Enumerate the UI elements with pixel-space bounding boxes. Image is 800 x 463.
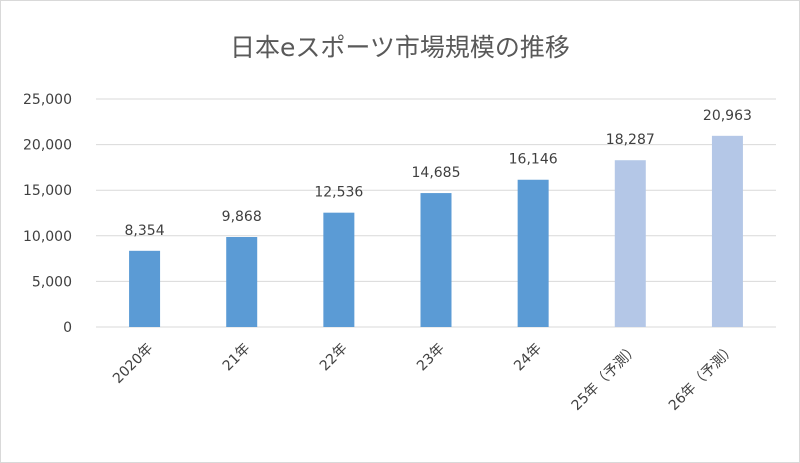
bar [614,160,646,327]
x-tick-label: 22年 [317,341,351,375]
data-label: 20,963 [703,108,752,124]
x-axis-ticks: 2020年 21年 22年 23年 24年 25年（予測） 26年（予測） [110,341,739,414]
x-tick-label: 2020年 [110,341,156,387]
bar [711,135,743,327]
data-label: 18,287 [606,132,655,148]
bar [323,212,355,327]
bars [129,135,743,327]
x-tick-label: 25年（予測） [569,341,642,414]
y-axis-ticks: 0 5,000 10,000 15,000 20,000 25,000 [23,92,72,336]
data-label: 12,536 [314,185,363,201]
x-tick-label: 26年（予測） [666,341,739,414]
chart-title: 日本eスポーツ市場規模の推移 [230,33,570,62]
y-tick-label: 20,000 [23,138,72,154]
y-tick-label: 25,000 [23,92,72,108]
data-label: 16,146 [509,152,558,168]
x-tick-label: 21年 [220,341,254,375]
data-labels: 8,354 9,868 12,536 14,685 16,146 18,287 20,963 [125,108,752,239]
y-tick-label: 15,000 [23,183,72,199]
data-label: 14,685 [412,165,461,181]
y-tick-label: 10,000 [23,229,72,245]
data-label: 9,868 [222,209,262,225]
y-tick-label: 0 [63,320,72,336]
y-tick-label: 5,000 [32,274,72,290]
x-tick-label: 23年 [414,341,448,375]
data-label: 8,354 [125,223,165,239]
bar [226,237,258,327]
x-tick-label: 24年 [511,341,545,375]
bar [517,179,549,327]
bar [420,193,452,327]
bar [129,250,161,327]
